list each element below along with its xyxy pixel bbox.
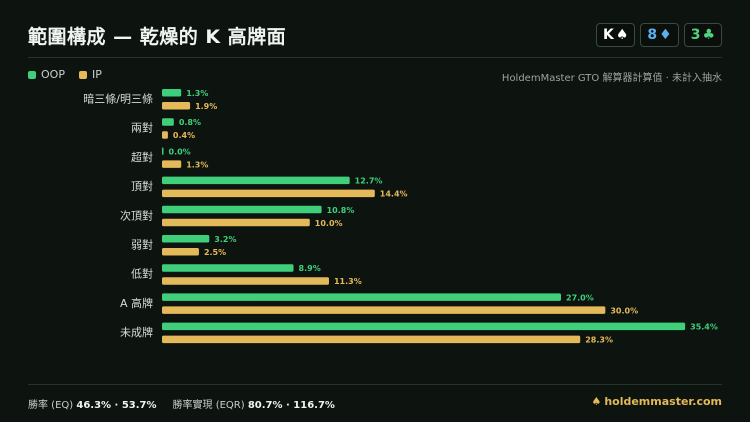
board-cards: K ♠ 8 ♦ 3 ♣ xyxy=(595,23,722,47)
bar-value-label: 12.7% xyxy=(355,177,383,186)
bar-oop xyxy=(162,176,350,185)
bar-ip xyxy=(162,335,581,344)
category-label: 次頂對 xyxy=(120,208,153,222)
bar-value-label: 10.8% xyxy=(327,206,355,215)
bar-ip xyxy=(162,160,182,168)
bar-ip xyxy=(162,131,168,139)
footer-stats: 勝率 (EQ) 46.3% · 53.7% 勝率實現 (EQR) 80.7% ·… xyxy=(28,396,335,411)
bar-value-label: 0.4% xyxy=(173,131,195,140)
bar-oop xyxy=(162,235,210,243)
category-label: 暗三條/明三條 xyxy=(83,92,153,106)
bar-oop xyxy=(162,293,561,301)
brand-label: holdemmaster.com xyxy=(604,395,722,408)
bar-ip xyxy=(162,248,199,256)
bar-oop xyxy=(162,118,174,126)
bar-value-label: 0.0% xyxy=(169,147,191,156)
legend-item-oop: OOP xyxy=(28,68,65,81)
page-title: 範圍構成 — 乾燥的 K 高牌面 xyxy=(28,26,287,48)
category-label: A 高牌 xyxy=(120,296,153,310)
bar-oop xyxy=(162,89,182,97)
spade-icon: ♠ xyxy=(615,27,629,43)
header-divider xyxy=(28,57,722,58)
bar-value-label: 2.5% xyxy=(204,248,226,257)
equity-realization-stat: 勝率實現 (EQR) 80.7% · 116.7% xyxy=(173,396,335,411)
source-note: HoldemMaster GTO 解算器計算值 · 未計入抽水 xyxy=(501,73,722,84)
equity-realization-values: 80.7% · 116.7% xyxy=(247,400,335,411)
bar-value-label: 1.3% xyxy=(186,160,208,169)
bar-value-label: 8.9% xyxy=(299,264,321,273)
bar-oop xyxy=(162,205,322,214)
spade-icon: ♠ xyxy=(591,395,602,408)
bar-ip xyxy=(162,277,329,285)
bar-value-label: 1.9% xyxy=(195,102,217,111)
legend-swatch-oop xyxy=(28,70,36,79)
bar-value-label: 27.0% xyxy=(566,293,594,302)
bar-value-label: 14.4% xyxy=(380,190,408,199)
board-card-2: 8 ♦ xyxy=(640,23,679,47)
brand-link[interactable]: ♠ holdemmaster.com xyxy=(591,395,722,408)
range-composition-chart: 暗三條/明三條 1.3% 1.9% 兩對 0.8% 0.4% 超對 0.0% 1.3% 頂對 12.… xyxy=(83,89,718,345)
card-rank: 8 xyxy=(647,27,658,43)
bar-oop xyxy=(162,264,294,272)
card-rank: 3 xyxy=(690,27,701,43)
bar-value-label: 28.3% xyxy=(585,336,613,345)
bar-value-label: 0.8% xyxy=(179,118,201,127)
bar-value-label: 11.3% xyxy=(334,277,362,286)
footer-divider xyxy=(28,384,722,385)
legend-label-oop: OOP xyxy=(41,68,65,81)
equity-realization-label: 勝率實現 (EQR) xyxy=(172,400,245,411)
bar-value-label: 35.4% xyxy=(690,323,718,332)
category-label: 弱對 xyxy=(131,238,153,252)
category-label: 頂對 xyxy=(131,179,153,193)
bar-value-label: 30.0% xyxy=(610,306,638,315)
category-label: 兩對 xyxy=(131,121,153,135)
card-rank: K xyxy=(602,27,614,43)
equity-label: 勝率 (EQ) xyxy=(28,400,74,411)
bar-ip xyxy=(162,306,606,314)
legend-swatch-ip xyxy=(78,70,87,79)
category-label: 超對 xyxy=(131,150,153,164)
bar-ip xyxy=(162,102,191,110)
category-label: 未成牌 xyxy=(120,325,153,339)
board-card-1: K ♠ xyxy=(595,23,636,47)
legend-item-ip: IP xyxy=(78,68,102,81)
diamond-icon: ♦ xyxy=(659,27,672,43)
bar-ip xyxy=(162,189,375,198)
equity-stat: 勝率 (EQ) 46.3% · 53.7% xyxy=(28,396,157,411)
bar-oop xyxy=(162,322,686,331)
bar-ip xyxy=(162,218,310,227)
chart-legend: OOP IP xyxy=(28,68,102,81)
bar-oop xyxy=(162,147,164,155)
category-label: 低對 xyxy=(131,267,153,281)
bar-value-label: 10.0% xyxy=(315,219,343,228)
legend-label-ip: IP xyxy=(91,68,102,81)
equity-values: 46.3% · 53.7% xyxy=(76,400,157,411)
bar-value-label: 3.2% xyxy=(214,235,236,244)
club-icon: ♣ xyxy=(702,27,715,43)
board-card-3: 3 ♣ xyxy=(683,23,722,47)
bar-value-label: 1.3% xyxy=(186,89,208,98)
